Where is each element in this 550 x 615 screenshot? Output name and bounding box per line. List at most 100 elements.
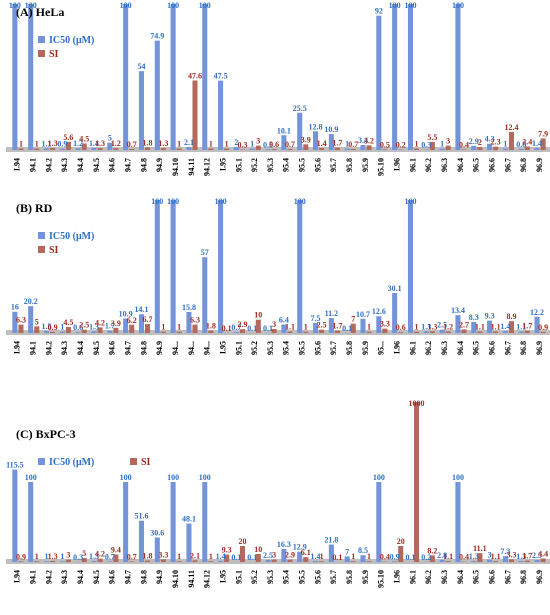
x-tick-label: 94.9: [155, 341, 164, 355]
bar: [186, 523, 192, 562]
bar: [255, 554, 261, 562]
bar: [366, 331, 372, 333]
x-tick-label: 95.4: [282, 570, 291, 584]
x-axis-band: [6, 559, 550, 564]
x-tick-label: 94.2: [44, 570, 53, 584]
value-label: 2.9: [469, 137, 479, 146]
value-label: 100: [9, 1, 21, 10]
bar: [493, 561, 499, 562]
value-label: 0.4: [380, 553, 390, 562]
value-label: 7.3: [500, 547, 510, 556]
x-tick-label: 94.6: [108, 570, 117, 584]
bar: [75, 332, 81, 333]
bar: [455, 482, 461, 562]
bar: [28, 4, 34, 150]
value-label: 2.3: [491, 138, 501, 147]
value-label: 9.3: [222, 546, 232, 555]
bar: [170, 482, 176, 562]
bar: [281, 135, 287, 150]
value-label: 1: [250, 140, 254, 149]
bar: [429, 141, 435, 150]
x-tick-label: 95.7: [329, 570, 338, 584]
value-label: 1: [35, 552, 39, 561]
bar: [518, 148, 524, 150]
value-label: 100: [452, 473, 464, 482]
x-tick-label: 96.1: [408, 341, 417, 355]
x-tick-label: 96.4: [456, 570, 465, 584]
x-tick-label: 95.6: [313, 341, 322, 355]
value-label: 100: [404, 1, 416, 10]
x-tick-label: I.95: [218, 341, 227, 354]
x-tick-label: 96.1: [408, 158, 417, 172]
bar: [129, 324, 135, 333]
bar: [192, 560, 198, 562]
x-tick-label: 96.2: [424, 341, 433, 355]
value-label: 16.3: [277, 540, 291, 549]
bar: [81, 329, 87, 333]
x-tick-label: 94...: [203, 341, 212, 355]
bar: [186, 311, 192, 333]
bar: [487, 320, 493, 333]
value-label: 1.4: [89, 139, 99, 148]
x-tick-label: 95.5: [298, 341, 307, 355]
value-label: 5.6: [63, 133, 73, 142]
value-label: 1.4: [311, 552, 321, 561]
value-label: 4.5: [63, 318, 73, 327]
value-label: 100: [167, 197, 179, 206]
value-label: 3.3: [380, 320, 390, 329]
value-label: 1: [209, 140, 213, 149]
bar: [145, 147, 151, 150]
bar: [312, 323, 319, 333]
x-tick-label: 94...: [187, 341, 196, 355]
value-label: 2.5: [532, 551, 542, 560]
value-label: 0.3: [73, 553, 83, 562]
bar: [493, 146, 499, 150]
value-label: 1.3: [469, 552, 479, 561]
legend-swatch: [130, 458, 137, 465]
x-axis-band: [6, 330, 550, 335]
x-tick-label: I.94: [13, 570, 22, 583]
value-label: 100: [25, 473, 37, 482]
value-label: 10: [254, 545, 262, 554]
x-tick-label: 96.6: [487, 570, 496, 584]
bar: [75, 148, 81, 150]
value-label: 1: [304, 323, 308, 332]
legend-label: SI: [141, 457, 151, 468]
value-label: 47.6: [188, 72, 202, 81]
bar: [328, 134, 334, 150]
bar: [455, 4, 461, 150]
bar: [414, 148, 420, 150]
value-label: 20.2: [24, 297, 38, 306]
bar: [59, 561, 65, 562]
value-label: 2.5: [317, 321, 327, 330]
bars: [12, 402, 546, 562]
value-label: 7.5: [311, 314, 321, 323]
x-tick-label: 94.4: [76, 570, 85, 584]
bar: [534, 316, 540, 333]
bar: [281, 548, 287, 562]
value-label: 0.1: [405, 553, 415, 562]
value-label: 1.1: [516, 323, 526, 332]
value-label: 5: [35, 317, 39, 326]
value-label: 12.4: [504, 123, 518, 132]
bar: [113, 554, 119, 562]
value-label: 5: [82, 549, 86, 558]
x-tick-label: 94.4: [76, 158, 85, 172]
value-label: 12.6: [372, 307, 386, 316]
value-label: 4.2: [95, 318, 105, 327]
bar: [303, 331, 309, 333]
x-tick-label: 96.3: [440, 158, 449, 172]
value-label: 8.2: [427, 546, 437, 555]
value-label: 0.5: [263, 140, 273, 149]
value-label: 100: [120, 1, 132, 10]
bar: [534, 147, 540, 150]
value-label: 1.4: [500, 322, 510, 331]
bar: [524, 330, 530, 333]
x-tick-label: 95.1: [234, 158, 243, 172]
value-label: 0.7: [127, 140, 137, 149]
value-label: 74.9: [150, 32, 164, 41]
value-label: 10.1: [277, 126, 291, 135]
value-label: 2.5: [263, 551, 273, 560]
value-label: 2.1: [190, 551, 200, 560]
value-label: 3: [66, 551, 70, 560]
